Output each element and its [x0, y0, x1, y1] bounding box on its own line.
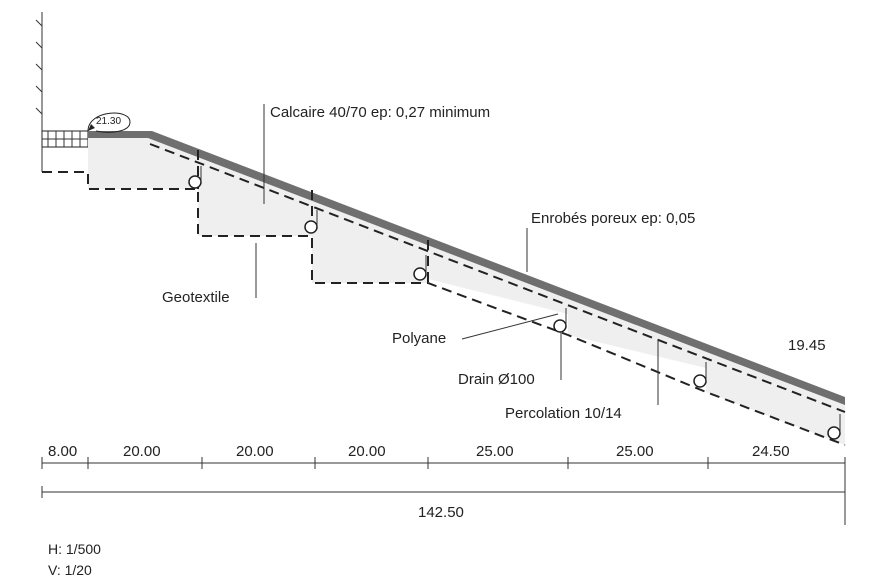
label-geotextile: Geotextile [162, 289, 230, 306]
paving-grid [41, 130, 89, 148]
scale-horizontal: H: 1/500 [48, 541, 101, 557]
label-percolation: Percolation 10/14 [505, 405, 622, 422]
label-drain: Drain Ø100 [458, 371, 535, 388]
label-polyane: Polyane [392, 330, 446, 347]
total-length: 142.50 [418, 504, 464, 521]
segment-5: 25.00 [476, 443, 514, 460]
drain-pipes [188, 166, 841, 440]
level-marker-top: 21.30 [87, 112, 131, 133]
geotextile-line [42, 171, 846, 446]
segment-dimension-line [41, 457, 846, 469]
retaining-wall [35, 12, 43, 172]
total-dimension-line [41, 466, 846, 525]
segment-6: 25.00 [616, 443, 654, 460]
segment-2: 20.00 [123, 443, 161, 460]
segment-7: 24.50 [752, 443, 790, 460]
gravel-layer [88, 136, 845, 445]
label-calcaire: Calcaire 40/70 ep: 0,27 minimum [270, 104, 490, 121]
level-bottom: 19.45 [788, 337, 826, 354]
segment-1: 8.00 [48, 443, 77, 460]
polyane-line [149, 143, 846, 413]
label-enrobes: Enrobés poreux ep: 0,05 [531, 210, 695, 227]
leader-polyane [461, 313, 559, 340]
level-top: 21.30 [96, 116, 121, 127]
segment-4: 20.00 [348, 443, 386, 460]
segment-3: 20.00 [236, 443, 274, 460]
scale-vertical: V: 1/20 [48, 562, 92, 578]
